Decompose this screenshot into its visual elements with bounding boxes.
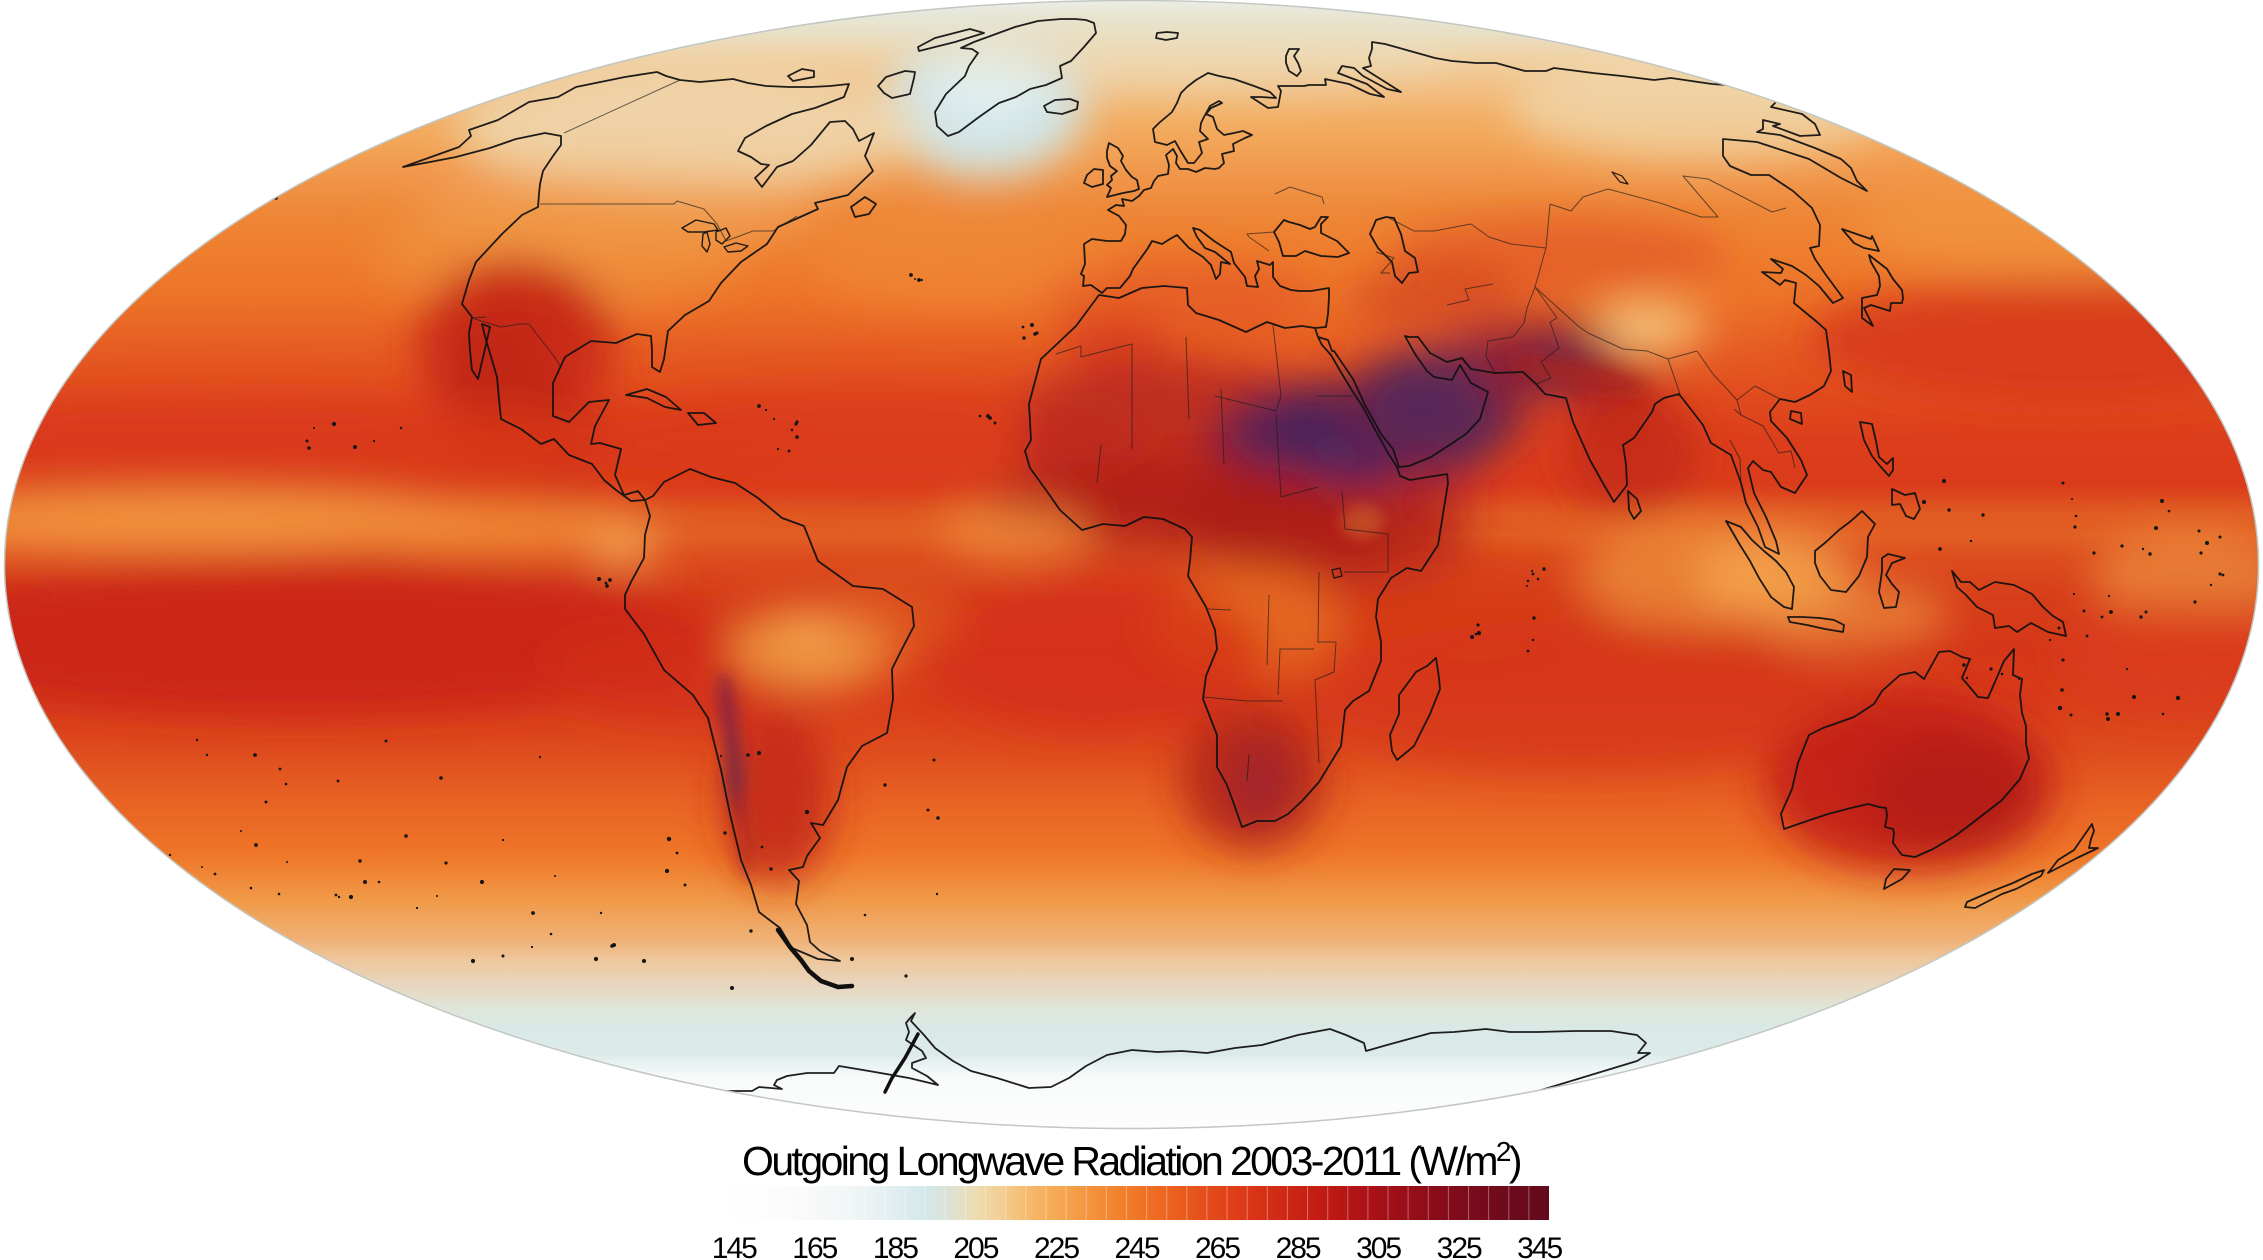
svg-text:265: 265 [1195,1232,1240,1260]
svg-text:225: 225 [1034,1232,1079,1260]
svg-text:345: 345 [1517,1232,1562,1260]
svg-text:205: 205 [953,1232,998,1260]
svg-text:285: 285 [1276,1232,1321,1260]
svg-text:305: 305 [1356,1232,1401,1260]
svg-text:145: 145 [712,1232,757,1260]
svg-text:185: 185 [873,1232,918,1260]
svg-text:Outgoing Longwave Radiation 20: Outgoing Longwave Radiation 2003-2011 (W… [742,1136,1521,1184]
svg-text:325: 325 [1437,1232,1482,1260]
svg-text:165: 165 [792,1232,837,1260]
svg-text:245: 245 [1114,1232,1159,1260]
